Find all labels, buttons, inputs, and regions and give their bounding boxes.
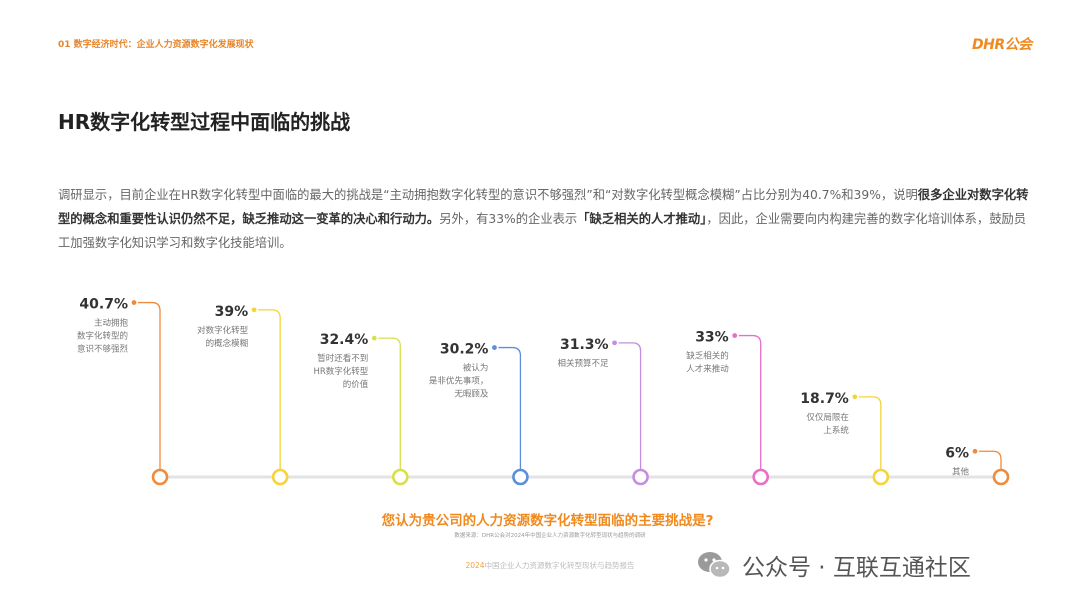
value-label-0: 40.7% xyxy=(79,297,128,313)
bar-base-marker-6 xyxy=(872,468,890,486)
category-label-0-0: 主动拥抱 xyxy=(94,318,129,329)
data-source: 数据来源：DHR公会对2024年中国企业人力资源数字化转型现状与趋势的调研 xyxy=(454,533,646,539)
bar-line-7 xyxy=(979,450,1002,469)
value-label-7: 6% xyxy=(945,445,969,461)
bar-base-marker-3 xyxy=(512,468,529,486)
category-label-7-0: 其他 xyxy=(952,466,970,477)
bar-base-marker-1 xyxy=(271,468,289,486)
watermark: 公众号 · 互联互通社区 xyxy=(696,549,971,581)
report-year: 2024 xyxy=(465,561,485,570)
intro-text-2: 另外，有33%的企业表示 xyxy=(439,212,578,226)
bar-top-dot-7 xyxy=(972,448,978,454)
category-label-2-2: 的价值 xyxy=(343,379,369,390)
category-label-1-1: 的概念模糊 xyxy=(206,338,249,349)
bar-line-4 xyxy=(618,342,642,469)
bar-top-dot-4 xyxy=(612,340,617,346)
bar-base-marker-7 xyxy=(992,468,1010,486)
category-label-3-0: 被认为 xyxy=(463,363,489,374)
brand-logo: DHR公会 xyxy=(972,37,1032,53)
category-label-3-1: 是非优先事项， xyxy=(429,376,489,387)
bar-line-5 xyxy=(738,334,762,469)
chart-title: 您认为贵公司的人力资源数字化转型面临的主要挑战是? xyxy=(381,513,714,529)
bar-line-2 xyxy=(378,337,401,469)
intro-paragraph: 调研显示，目前企业在HR数字化转型中面临的最大的挑战是“主动拥抱数字化转型的意识… xyxy=(58,183,1030,255)
category-label-6-1: 上系统 xyxy=(823,425,849,436)
value-label-5: 33% xyxy=(695,330,729,346)
value-label-3: 30.2% xyxy=(440,342,489,358)
bar-top-dot-5 xyxy=(732,333,738,338)
page-title: HR数字化转型过程中面临的挑战 xyxy=(58,110,351,134)
bar-base-marker-4 xyxy=(632,468,649,486)
value-label-1: 39% xyxy=(215,304,249,320)
category-label-1-0: 对数字化转型 xyxy=(197,325,249,336)
category-label-2-1: HR数字化转型 xyxy=(313,366,368,377)
bar-top-dot-6 xyxy=(852,394,858,400)
value-label-2: 32.4% xyxy=(320,332,369,348)
value-label-6: 18.7% xyxy=(800,391,849,407)
bar-line-0 xyxy=(138,301,161,469)
bar-line-3 xyxy=(498,346,522,469)
category-label-0-1: 数字化转型的 xyxy=(77,331,128,342)
report-title: 中国企业人力资源数字化转型现状与趋势报告 xyxy=(484,561,635,570)
bar-top-dot-2 xyxy=(371,335,377,341)
bar-base-marker-5 xyxy=(752,468,770,486)
category-label-0-2: 意识不够强烈 xyxy=(77,344,129,355)
value-label-4: 31.3% xyxy=(560,337,609,353)
intro-bold-1: 很多企业对数字化转型的概念和重要性认识仍然不足，缺乏推动这一变革的决心和行动力。 xyxy=(58,188,1029,226)
report-footer: 2024中国企业人力资源数字化转型现状与趋势报告 xyxy=(0,560,1080,571)
category-label-3-2: 无暇顾及 xyxy=(454,390,489,400)
intro-text-3: ，因此，企业需要向内构建完善的数字化培训体系，鼓励员工加强数字化知识学习和数字化… xyxy=(58,212,1027,250)
bar-line-6 xyxy=(858,396,882,469)
bar-top-dot-1 xyxy=(251,307,257,313)
bar-base-marker-0 xyxy=(151,468,169,486)
intro-text-1: 调研显示，目前企业在HR数字化转型中面临的最大的挑战是“主动拥抱数字化转型的意识… xyxy=(58,188,918,202)
category-label-5-1: 人才来推动 xyxy=(686,364,729,375)
bar-top-dot-3 xyxy=(492,345,497,350)
category-label-5-0: 缺乏相关的 xyxy=(686,351,729,362)
bar-base-marker-2 xyxy=(391,468,409,486)
category-label-6-0: 仅仅局限在 xyxy=(806,412,849,423)
bar-top-dot-0 xyxy=(131,300,137,305)
watermark-text: 公众号 · 互联互通社区 xyxy=(742,555,971,581)
section-tag: 01 数字经济时代：企业人力资源数字化发展现状 xyxy=(58,40,254,50)
bar-line-1 xyxy=(258,309,281,469)
category-label-2-0: 暂时还看不到 xyxy=(317,353,368,364)
wechat-icon xyxy=(698,552,731,579)
category-label-4-0: 相关预算不足 xyxy=(558,358,610,369)
intro-bold-2: 「缺乏相关的人才推动」 xyxy=(577,212,707,226)
